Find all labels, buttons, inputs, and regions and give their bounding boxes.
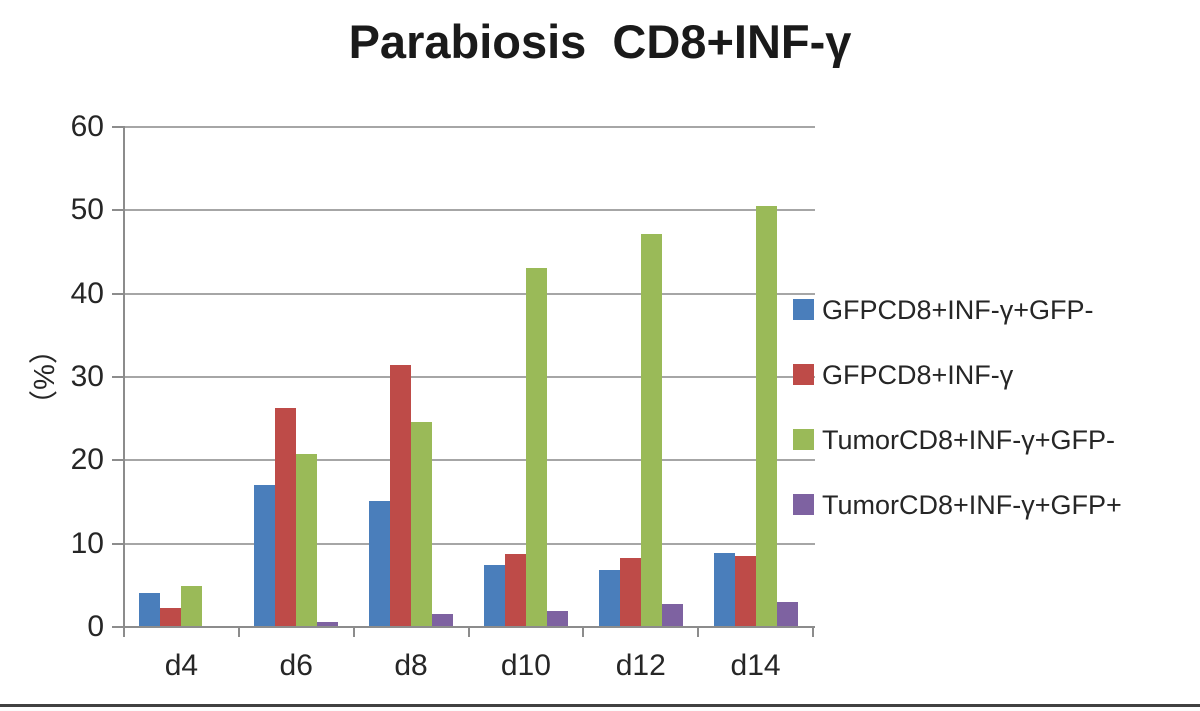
gridline: [124, 376, 815, 378]
bar: [296, 453, 318, 626]
x-axis-tickmark: [352, 626, 355, 637]
bar: [619, 557, 641, 626]
y-axis-tick-label: 10: [70, 526, 104, 560]
x-axis-category-label: d8: [394, 649, 428, 682]
x-axis-category-label: d10: [500, 649, 551, 682]
y-axis-tickmark: [112, 292, 124, 295]
y-axis-tickmark: [112, 542, 124, 545]
x-axis-tickmark: [237, 626, 240, 637]
bar: [181, 586, 203, 626]
bar: [598, 570, 620, 626]
bar: [317, 621, 339, 626]
y-axis-tick-label: 40: [70, 276, 104, 310]
bar: [776, 601, 798, 626]
legend-swatch: [793, 299, 814, 320]
legend-label: GFPCD8+INF-γ: [822, 360, 1014, 390]
x-axis-category-label: d14: [730, 649, 781, 682]
bar: [546, 611, 568, 626]
gridline: [124, 542, 815, 545]
bar: [390, 365, 412, 626]
x-axis-tickmark: [582, 626, 585, 637]
bar: [661, 603, 683, 626]
x-axis-tickmark: [697, 626, 700, 637]
y-axis-tick-label: 60: [70, 110, 104, 143]
bar: [525, 267, 547, 626]
legend-swatch: [793, 494, 814, 515]
bar: [160, 607, 182, 626]
legend-label: TumorCD8+INF-γ+GFP-: [822, 425, 1116, 455]
gridline: [124, 126, 815, 128]
y-axis-tick-label: 30: [70, 360, 104, 393]
bar: [369, 501, 391, 626]
x-axis-tickmark: [812, 626, 814, 637]
x-axis-category-label: d12: [615, 649, 666, 682]
bar: [734, 556, 756, 626]
bar: [139, 592, 161, 626]
x-axis-tickmark: [467, 626, 470, 637]
gridline: [124, 292, 815, 295]
y-axis-tick-label: 50: [70, 193, 104, 227]
bar: [275, 407, 297, 626]
y-axis-tickmark: [112, 126, 124, 128]
bar: [640, 233, 662, 626]
y-axis-tickmark: [112, 626, 124, 628]
bar: [504, 554, 526, 626]
y-axis-line: [123, 126, 125, 628]
bar: [483, 565, 505, 626]
y-axis-tick-label: 0: [87, 610, 104, 643]
legend-swatch: [793, 429, 814, 450]
x-axis-line: [123, 626, 815, 628]
bar: [432, 614, 454, 626]
bottom-border-line: [0, 704, 1200, 707]
x-axis-category-label: d6: [279, 649, 313, 682]
bar: [713, 552, 735, 626]
y-axis-tickmark: [112, 459, 124, 462]
legend-label: GFPCD8+INF-γ+GFP-: [822, 295, 1094, 325]
y-axis-tick-label: 20: [70, 443, 104, 477]
legend-label: TumorCD8+INF-γ+GFP+: [822, 490, 1122, 520]
legend-swatch: [793, 364, 814, 385]
gridline: [124, 209, 815, 212]
y-axis-tickmark: [112, 209, 124, 212]
chart-title: Parabiosis CD8+INF-γ: [348, 15, 852, 68]
bar: [755, 206, 777, 626]
x-axis-category-label: d4: [164, 649, 199, 682]
gridline: [124, 459, 815, 462]
bar: [411, 421, 433, 626]
x-axis-tickmark: [123, 626, 125, 637]
y-axis-tickmark: [112, 376, 124, 378]
bar: [254, 485, 276, 626]
bottom-border-edge: [0, 707, 1200, 711]
